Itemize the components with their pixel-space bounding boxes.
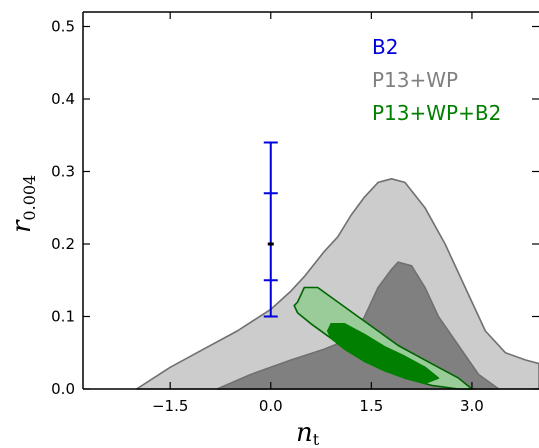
tick-layer: −1.5 0.0 1.5 3.0 0.0 0.1 0.2 0.3 0.4 0.5 xyxy=(51,12,539,415)
y-tick-label: 0.5 xyxy=(51,18,75,36)
y-tick-label: 0.4 xyxy=(51,90,75,108)
contour-p13-wp-b2-contour-68 xyxy=(326,322,440,385)
x-axis-label-main: n xyxy=(296,418,313,448)
y-tick-label: 0.0 xyxy=(51,380,75,398)
x-tick-label: 0.0 xyxy=(259,397,283,415)
y-axis-label: r0.004 xyxy=(7,175,39,233)
legend-label-b2: B2 xyxy=(372,35,398,59)
x-tick-label: 1.5 xyxy=(359,397,383,415)
legend-label-p13wp: P13+WP xyxy=(372,68,458,92)
legend: B2 P13+WP P13+WP+B2 xyxy=(372,35,501,125)
x-axis-label: nt xyxy=(296,418,320,448)
y-tick-label: 0.2 xyxy=(51,235,75,253)
b2-error-bar xyxy=(263,141,278,318)
contour-layer xyxy=(135,178,539,390)
x-tick-label: −1.5 xyxy=(152,397,188,415)
y-axis-label-subscript: 0.004 xyxy=(20,175,39,221)
y-axis-label-main: r xyxy=(7,219,37,233)
x-axis-label-subscript: t xyxy=(313,430,320,448)
y-tick-label: 0.3 xyxy=(51,163,75,181)
plot-frame xyxy=(82,11,539,390)
y-tick-label: 0.1 xyxy=(51,308,75,326)
contour-p13-wp-contour-68 xyxy=(216,261,500,390)
legend-label-p13wpb2: P13+WP+B2 xyxy=(372,101,501,125)
x-tick-label: 3.0 xyxy=(460,397,484,415)
